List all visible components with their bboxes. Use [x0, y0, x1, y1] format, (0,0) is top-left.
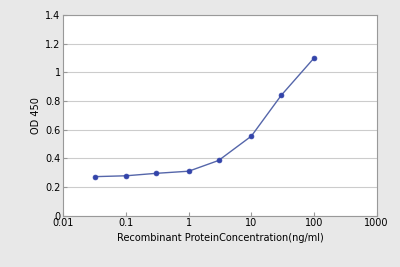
Y-axis label: OD 450: OD 450	[31, 97, 41, 134]
X-axis label: Recombinant ProteinConcentration(ng/ml): Recombinant ProteinConcentration(ng/ml)	[117, 233, 324, 242]
